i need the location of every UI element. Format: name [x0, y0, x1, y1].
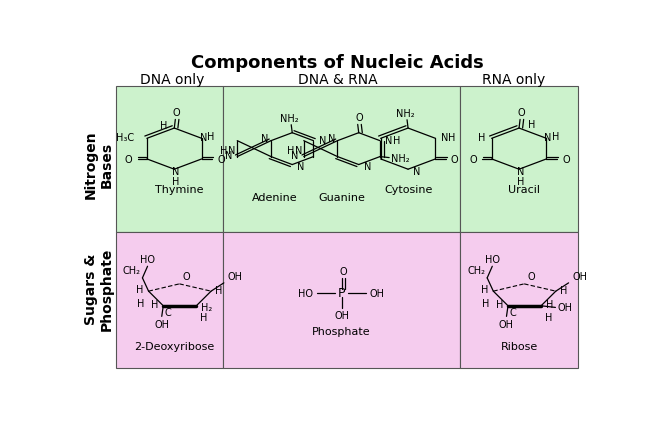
Text: H: H	[482, 298, 489, 308]
Text: NH₂: NH₂	[391, 154, 410, 164]
Text: C: C	[509, 307, 516, 317]
Text: H: H	[560, 285, 567, 295]
Text: HO: HO	[485, 255, 500, 264]
Text: OH: OH	[227, 271, 243, 281]
Text: O: O	[339, 266, 347, 276]
Text: O: O	[562, 154, 570, 165]
Text: H: H	[496, 299, 503, 309]
Text: H: H	[478, 132, 486, 142]
Text: N: N	[544, 132, 552, 142]
Text: CH₂: CH₂	[123, 265, 140, 275]
Text: H: H	[287, 145, 294, 155]
Text: O: O	[451, 154, 459, 165]
Text: H: H	[159, 121, 167, 131]
Text: OH: OH	[499, 319, 514, 329]
Text: N: N	[261, 134, 268, 144]
Bar	[460, 232, 578, 368]
Text: H: H	[207, 132, 215, 141]
Text: NH₂: NH₂	[280, 114, 299, 124]
Text: H: H	[172, 176, 179, 186]
Text: H: H	[545, 312, 552, 322]
Text: N: N	[413, 166, 420, 176]
Text: CH₂: CH₂	[467, 265, 485, 275]
Text: N: N	[291, 151, 299, 161]
Bar	[460, 86, 578, 232]
Text: H: H	[200, 312, 208, 322]
Text: N: N	[318, 135, 326, 145]
Text: Uracil: Uracil	[508, 185, 540, 195]
Text: HO: HO	[299, 288, 314, 298]
Text: OH: OH	[572, 271, 587, 281]
Text: H: H	[137, 298, 144, 308]
Text: H: H	[393, 135, 400, 145]
Text: H₂: H₂	[202, 303, 213, 313]
Text: OH: OH	[334, 310, 349, 320]
Text: O: O	[528, 272, 535, 282]
Text: Ribose: Ribose	[500, 341, 538, 351]
Text: N: N	[225, 151, 232, 161]
Text: O: O	[517, 108, 525, 117]
Text: H: H	[552, 132, 559, 141]
Text: DNA only: DNA only	[140, 73, 204, 87]
Text: H: H	[220, 145, 227, 155]
Bar	[223, 86, 460, 232]
Text: O: O	[173, 108, 180, 117]
Bar	[223, 232, 460, 368]
Text: O: O	[217, 154, 225, 165]
Text: RNA only: RNA only	[482, 73, 546, 87]
Text: N: N	[295, 145, 302, 155]
Text: H: H	[151, 299, 158, 309]
Text: N: N	[229, 145, 236, 155]
Text: Sugars &
Phosphate: Sugars & Phosphate	[84, 247, 114, 330]
Text: C: C	[164, 307, 171, 317]
Text: H: H	[546, 299, 554, 309]
Text: H: H	[529, 120, 536, 130]
Bar	[115, 86, 223, 232]
Text: N: N	[200, 132, 207, 142]
Text: O: O	[356, 113, 364, 123]
Text: N: N	[385, 135, 393, 145]
Text: O: O	[183, 272, 190, 282]
Text: N: N	[297, 161, 304, 171]
Text: N: N	[364, 161, 371, 171]
Text: Cytosine: Cytosine	[384, 185, 432, 195]
Text: DNA & RNA: DNA & RNA	[298, 73, 378, 87]
Bar	[115, 232, 223, 368]
Text: Nitrogen
Bases: Nitrogen Bases	[84, 130, 114, 198]
Text: 2-Deoxyribose: 2-Deoxyribose	[134, 341, 214, 351]
Text: N: N	[441, 132, 448, 142]
Text: OH: OH	[154, 319, 169, 329]
Text: OH: OH	[558, 303, 573, 313]
Text: Guanine: Guanine	[318, 192, 365, 202]
Text: N: N	[517, 166, 525, 176]
Text: H: H	[481, 285, 488, 295]
Text: O: O	[125, 154, 132, 165]
Text: Thymine: Thymine	[155, 185, 204, 195]
Text: NH₂: NH₂	[396, 109, 415, 119]
Text: H: H	[448, 132, 455, 142]
Text: Adenine: Adenine	[252, 192, 298, 202]
Text: N: N	[172, 166, 179, 176]
Text: O: O	[470, 154, 477, 165]
Text: H: H	[215, 285, 223, 295]
Text: P: P	[338, 287, 345, 300]
Text: Components of Nucleic Acids: Components of Nucleic Acids	[191, 54, 484, 72]
Text: H: H	[136, 285, 144, 295]
Text: H: H	[517, 176, 525, 186]
Text: Phosphate: Phosphate	[312, 326, 371, 336]
Text: N: N	[328, 134, 335, 144]
Text: OH: OH	[369, 288, 384, 298]
Text: HO: HO	[140, 255, 155, 264]
Text: H₃C: H₃C	[116, 132, 134, 142]
